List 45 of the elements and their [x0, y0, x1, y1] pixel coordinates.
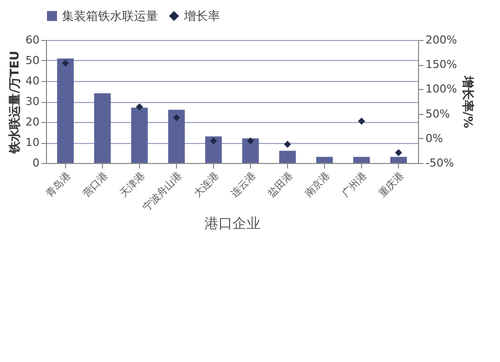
point: [358, 118, 366, 125]
point: [246, 137, 254, 144]
legend-label: 增长率: [183, 9, 220, 23]
x-tick-label: 广州港: [340, 170, 370, 200]
bar: [390, 156, 407, 163]
y-axis-title: 铁水联运量/万TEU: [8, 50, 22, 154]
y2-tick-label: 200%: [426, 34, 457, 46]
bar: [279, 150, 296, 163]
point: [62, 60, 69, 67]
y2-tick-label: -50%: [426, 156, 454, 170]
point: [172, 114, 180, 122]
x-axis-title: 港口企业: [204, 216, 260, 232]
x-tick-label: 大连港: [192, 170, 222, 200]
bar: [94, 93, 111, 163]
y-tick-label: 30: [26, 95, 40, 108]
y-tick-label: 50: [26, 54, 40, 67]
point: [210, 137, 218, 144]
y-tick-label: 10: [26, 136, 40, 149]
bar: [168, 110, 185, 163]
x-tick-label: 盐田港: [266, 170, 296, 200]
x-tick-label: 营口港: [80, 170, 110, 200]
y-tick-label: 60: [26, 34, 40, 46]
y-tick-label: 0: [32, 156, 40, 170]
x-tick-label: 重庆港: [376, 170, 406, 200]
bar: [131, 108, 148, 163]
legend-label: 集装箱铁水联运量: [62, 9, 158, 23]
y-tick-label: 20: [26, 116, 40, 128]
point: [395, 149, 402, 156]
y2-axis-title: 增长率/%: [460, 74, 475, 128]
x-tick-label: 青岛港: [44, 170, 74, 200]
bar: [205, 136, 222, 163]
y2-tick-label: 150%: [426, 58, 457, 72]
bar: [242, 138, 259, 163]
bar: [57, 58, 74, 163]
y-tick-label: 40: [26, 74, 40, 88]
point: [136, 103, 143, 110]
point: [284, 140, 292, 148]
bar: [316, 156, 333, 163]
x-tick-label: 南京港: [302, 170, 332, 200]
y2-tick-label: 50%: [426, 107, 450, 120]
x-tick-label: 天津港: [118, 170, 148, 200]
y2-tick-label: 0%: [426, 132, 443, 145]
x-tick-label: 连云港: [228, 170, 258, 200]
y2-tick-label: 100%: [426, 82, 457, 96]
bar: [353, 156, 370, 163]
